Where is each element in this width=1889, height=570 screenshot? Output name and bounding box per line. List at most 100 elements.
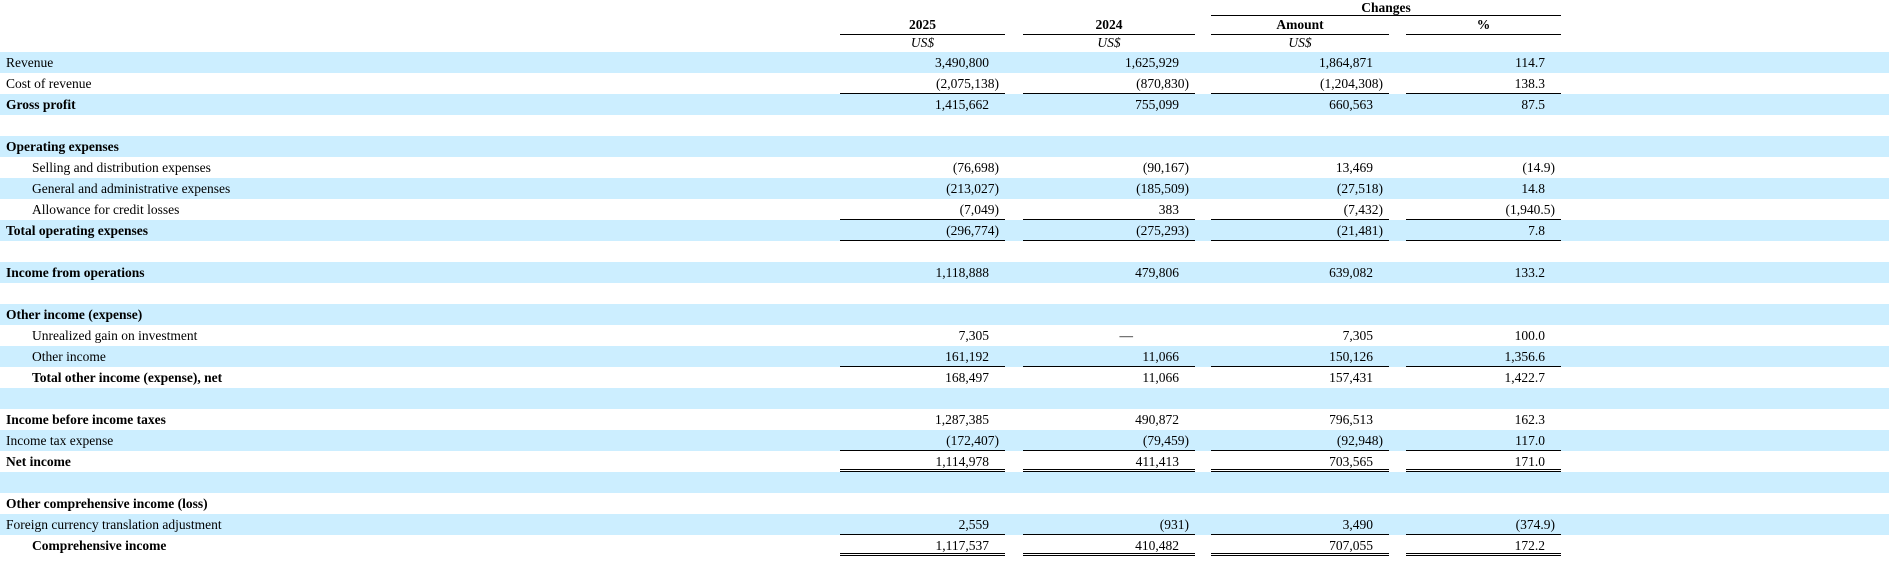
- value-cell: 1,864,871: [1319, 55, 1373, 70]
- column-gap: [1195, 35, 1211, 52]
- table-row: Other income (expense): [0, 304, 1889, 325]
- column-gap: [1389, 199, 1406, 220]
- row-trailing-space: [1561, 136, 1889, 157]
- column-gap: [1195, 115, 1211, 136]
- changes-column-group-header: Changes: [1211, 0, 1561, 16]
- row-label: Selling and distribution expenses: [32, 160, 211, 175]
- header-spacer: [0, 16, 840, 35]
- column-gap: [1005, 367, 1023, 388]
- value-cell: 383: [1023, 199, 1195, 220]
- value-cell: (185,509): [1136, 181, 1189, 196]
- row-trailing-space: [1561, 241, 1889, 262]
- row-label: Foreign currency translation adjustment: [6, 517, 222, 532]
- value-cell: 161,192: [840, 346, 1005, 367]
- currency-label-amount: US$: [1288, 35, 1312, 50]
- row-label: [0, 472, 840, 493]
- column-gap: [1389, 388, 1406, 409]
- column-header-2024: 2024: [1023, 16, 1195, 35]
- value-cell: 7,305: [1342, 328, 1373, 343]
- value-cell: [840, 241, 1005, 262]
- column-gap: [1195, 262, 1211, 283]
- column-gap: [1389, 283, 1406, 304]
- value-cell: 150,126: [1211, 346, 1389, 367]
- value-cell: (7,432): [1211, 199, 1389, 220]
- column-gap: [1005, 136, 1023, 157]
- column-gap: [1195, 325, 1211, 346]
- table-row: Income from operations 1,118,888 479,806 63…: [0, 262, 1889, 283]
- row-trailing-space: [1561, 451, 1889, 472]
- table-body: Revenue 3,490,800 1,625,929 1,864,871 114.7 C…: [0, 52, 1889, 556]
- column-gap: [1389, 367, 1406, 388]
- spacer-row: [0, 472, 1889, 493]
- value-cell: [1406, 493, 1561, 514]
- column-gap: [1005, 430, 1023, 451]
- column-gap: [1195, 199, 1211, 220]
- value-cell: [1211, 304, 1389, 325]
- table-row: Comprehensive income 1,117,537 410,482 707,…: [0, 535, 1889, 556]
- table-row: Allowance for credit losses (7,049) 383 (7,…: [0, 199, 1889, 220]
- value-cell: 639,082: [1329, 265, 1373, 280]
- value-cell: 490,872: [1135, 412, 1179, 427]
- row-label: Revenue: [6, 55, 54, 70]
- value-cell: 660,563: [1329, 97, 1373, 112]
- row-label: Income before income taxes: [6, 412, 166, 427]
- spacer-row: [0, 241, 1889, 262]
- column-gap: [1195, 94, 1211, 115]
- value-cell: [1023, 472, 1195, 493]
- value-cell: 479,806: [1135, 265, 1179, 280]
- value-cell: 1,118,888: [935, 265, 990, 280]
- value-cell: (21,481): [1211, 220, 1389, 241]
- column-gap: [1005, 115, 1023, 136]
- column-gap: [1389, 493, 1406, 514]
- column-gap: [1005, 493, 1023, 514]
- value-cell: 411,413: [1023, 451, 1195, 472]
- row-trailing-space: [1561, 514, 1889, 535]
- value-cell: (2,075,138): [840, 73, 1005, 94]
- column-gap: [1005, 388, 1023, 409]
- column-gap: [1195, 346, 1211, 367]
- value-cell: 1,117,537: [840, 535, 1005, 556]
- row-label: [0, 388, 840, 409]
- spacer-row: [0, 283, 1889, 304]
- row-trailing-space: [1561, 430, 1889, 451]
- column-gap: [1389, 73, 1406, 94]
- value-cell: 11,066: [1023, 346, 1195, 367]
- value-cell: [1023, 115, 1195, 136]
- column-gap: [1005, 514, 1023, 535]
- column-gap: [1195, 535, 1211, 556]
- column-gap: [1195, 241, 1211, 262]
- row-trailing-space: [1561, 35, 1889, 52]
- column-gap: [1005, 241, 1023, 262]
- column-gap: [1195, 514, 1211, 535]
- value-cell: [840, 283, 1005, 304]
- row-label: Income tax expense: [6, 433, 114, 448]
- currency-label-percent-empty: [1406, 35, 1561, 52]
- row-trailing-space: [1561, 94, 1889, 115]
- column-gap: [1005, 535, 1023, 556]
- value-cell: 3,490,800: [935, 55, 989, 70]
- column-gap: [1389, 346, 1406, 367]
- row-label: Comprehensive income: [32, 538, 167, 553]
- value-cell: [1023, 388, 1195, 409]
- row-label: Gross profit: [6, 97, 76, 112]
- table-row: Operating expenses: [0, 136, 1889, 157]
- column-gap: [1195, 409, 1211, 430]
- column-gap: [1005, 52, 1023, 73]
- table-row: Cost of revenue (2,075,138) (870,830) (1,20…: [0, 73, 1889, 94]
- value-cell: (275,293): [1023, 220, 1195, 241]
- row-trailing-space: [1561, 388, 1889, 409]
- value-cell: 7,305: [958, 328, 989, 343]
- value-cell: 3,490: [1211, 514, 1389, 535]
- value-cell: 157,431: [1329, 370, 1373, 385]
- currency-label-2024: US$: [1097, 35, 1121, 50]
- value-cell: [1406, 388, 1561, 409]
- row-label: [0, 115, 840, 136]
- value-cell: [1023, 283, 1195, 304]
- header-row-changes: Changes: [0, 0, 1889, 16]
- column-gap: [1195, 220, 1211, 241]
- value-cell: [840, 493, 1005, 514]
- value-cell: 171.0: [1406, 451, 1561, 472]
- row-trailing-space: [1561, 325, 1889, 346]
- value-cell: 7.8: [1406, 220, 1561, 241]
- value-cell: (931): [1023, 514, 1195, 535]
